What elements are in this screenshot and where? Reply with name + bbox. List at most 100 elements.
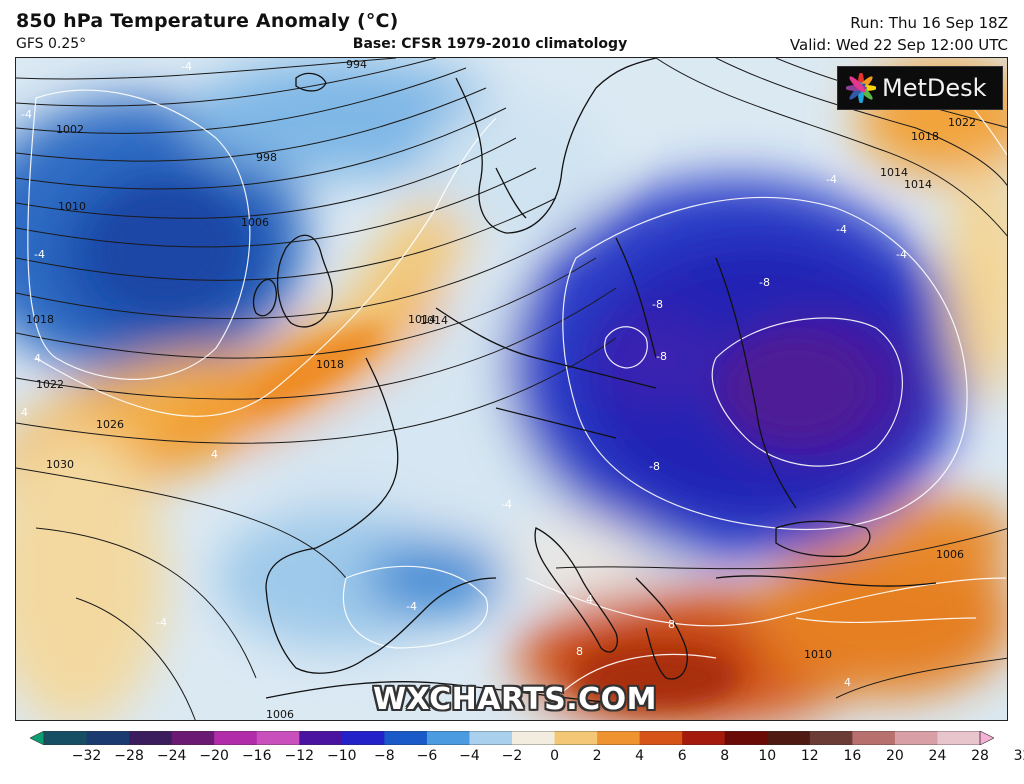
isobar <box>16 257 597 359</box>
isobar <box>16 58 397 80</box>
colorbar-border <box>43 731 981 745</box>
isobar-label-layer: 994 998 1002 1006 1010 1014 1018 1022 1026 1030 10… <box>26 58 976 721</box>
isobar <box>16 58 437 107</box>
weather-map: 994 998 1002 1006 1010 1014 1018 1022 1026 1030 10… <box>15 57 1008 721</box>
colorbar-tick-labels: −32 −28 −24 −20 −16 −12 −10 −8 −6 −4 −2 0 2 4 6 8 10 12 16… <box>0 748 1024 768</box>
anomaly-label: 4 <box>34 352 41 365</box>
colorbar-segment <box>299 731 343 745</box>
isobar <box>555 528 1007 570</box>
anomaly-label: -4 <box>896 248 907 261</box>
coastline <box>615 237 657 359</box>
coastline <box>715 575 937 587</box>
anomaly-region <box>426 98 606 238</box>
anomaly-contour <box>562 196 968 531</box>
coastline <box>435 307 657 389</box>
metdesk-logo: MetDesk <box>837 66 1003 110</box>
colorbar-segment <box>129 731 173 745</box>
coastline <box>775 520 871 558</box>
anomaly-region <box>946 158 1007 398</box>
colorbar-tick-label: −28 <box>114 748 144 764</box>
colorbar-segment <box>682 731 726 745</box>
anomaly-label: -4 <box>826 173 837 186</box>
isobar <box>16 87 487 162</box>
run-time: Run: Thu 16 Sep 18Z <box>850 14 1008 32</box>
climatology-base: Base: CFSR 1979-2010 climatology <box>352 36 628 52</box>
isobar-label: 1030 <box>46 458 74 471</box>
anomaly-label: 8 <box>668 618 675 631</box>
anomaly-core <box>576 650 736 706</box>
coastline <box>534 527 618 653</box>
isobar-label: 1010 <box>804 648 832 661</box>
isobar-label: 1006 <box>241 216 269 229</box>
isobar-label: 1002 <box>56 123 84 136</box>
isobar-label: 994 <box>346 58 367 71</box>
valid-time: Valid: Wed 22 Sep 12:00 UTC <box>789 36 1008 54</box>
isobar <box>715 58 1007 187</box>
colorbar-tick-label: 8 <box>720 748 730 764</box>
metdesk-logo-icon <box>846 73 876 103</box>
isobar-label: 1014 <box>408 313 436 326</box>
anomaly-region <box>876 498 1007 578</box>
anomaly-core <box>726 338 866 438</box>
anomaly-label: -8 <box>759 276 770 289</box>
anomaly-region <box>16 428 166 720</box>
colorbar-segment <box>809 731 853 745</box>
isobar <box>16 167 537 248</box>
colorbar-tick-label: 20 <box>885 748 904 764</box>
coastline <box>295 72 327 92</box>
colorbar-segment <box>341 731 385 745</box>
isobar-label: 1014 <box>880 166 908 179</box>
isobar-label: 1026 <box>96 418 124 431</box>
anomaly-label: -4 <box>406 600 417 613</box>
colorbar-segment <box>512 731 556 745</box>
anomaly-region <box>216 508 456 648</box>
colorbar-segment <box>384 731 428 745</box>
colorbar-segment <box>639 731 683 745</box>
colorbar-tick-label: −16 <box>241 748 272 764</box>
colorbar-segment <box>469 731 513 745</box>
colorbar-tick-label: 6 <box>677 748 687 764</box>
anomaly-label-layer: -4 -4 -4 4 4 4 -4 -8 -8 -8 -8 -4 -4 -4 -4 8 8 4 -4 4 <box>21 60 907 689</box>
anomaly-contour <box>555 653 717 699</box>
anomaly-region <box>186 58 506 178</box>
chart-title: 850 hPa Temperature Anomaly (°C) <box>16 10 399 32</box>
anomaly-contour <box>342 565 489 649</box>
isobar <box>35 527 257 679</box>
colorbar-segment <box>852 731 896 745</box>
anomaly-label: 4 <box>586 593 593 606</box>
anomaly-label: -4 <box>21 108 32 121</box>
colorbar-segment <box>767 731 811 745</box>
isobar-label: 1014 <box>904 178 932 191</box>
model-name: GFS 0.25° <box>16 36 87 52</box>
isobar-lines <box>16 58 1007 720</box>
isobar-label: 1022 <box>948 116 976 129</box>
anomaly-region <box>506 518 646 598</box>
isobar-label: 1006 <box>266 708 294 721</box>
anomaly-label: 4 <box>211 448 218 461</box>
colorbar-extend-low <box>30 731 45 745</box>
isobar <box>655 58 1007 237</box>
isobar <box>16 67 467 134</box>
anomaly-label: 8 <box>576 645 583 658</box>
isobar <box>16 227 577 320</box>
colorbar-segment <box>214 731 258 745</box>
colorbar-tick-label: 2 <box>592 748 602 764</box>
coastline <box>495 167 527 219</box>
isobar-label: 998 <box>256 151 277 164</box>
colorbar-segment <box>86 731 130 745</box>
isobar-label: 1014 <box>420 314 448 327</box>
anomaly-label: 4 <box>21 406 28 419</box>
colorbar-tick-label: −8 <box>374 748 395 764</box>
colorbar-segment <box>44 731 88 745</box>
isobar-label: 1018 <box>26 313 54 326</box>
coastline <box>635 577 688 680</box>
isobar-label: 1018 <box>911 130 939 143</box>
coastline <box>715 257 797 509</box>
anomaly-contour <box>795 617 977 624</box>
anomaly-region <box>366 538 506 618</box>
colorbar-segment <box>724 731 768 745</box>
colorbar-tick-label: −32 <box>71 748 102 764</box>
colorbar-tick-label: 28 <box>971 748 989 764</box>
coastline <box>252 278 277 317</box>
coastline <box>455 58 657 234</box>
